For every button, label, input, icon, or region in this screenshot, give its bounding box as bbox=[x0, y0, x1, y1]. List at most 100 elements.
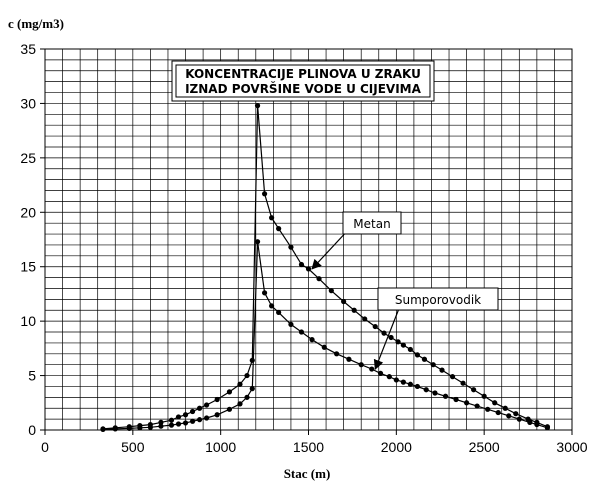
data-point-metan bbox=[269, 215, 275, 221]
x-tick-label: 0 bbox=[41, 439, 49, 455]
data-point-sumporovodik bbox=[516, 416, 522, 422]
x-tick-label: 1000 bbox=[205, 439, 236, 455]
data-point-sumporovodik bbox=[393, 377, 399, 383]
annotation-sumporovodik: Sumporovodik bbox=[373, 287, 499, 370]
data-point-sumporovodik bbox=[400, 379, 406, 385]
data-point-metan bbox=[513, 411, 519, 417]
data-point-sumporovodik bbox=[189, 418, 196, 424]
data-point-sumporovodik bbox=[527, 419, 533, 425]
data-point-sumporovodik bbox=[495, 409, 501, 416]
data-point-metan bbox=[244, 372, 250, 379]
data-point-sumporovodik bbox=[407, 381, 413, 387]
data-point-metan bbox=[305, 266, 312, 272]
annotation-metan: Metan bbox=[311, 211, 402, 270]
data-point-sumporovodik bbox=[544, 425, 551, 431]
data-point-sumporovodik bbox=[249, 386, 255, 392]
data-point-sumporovodik bbox=[158, 423, 164, 429]
data-point-metan bbox=[439, 367, 445, 373]
x-tick-label: 1500 bbox=[293, 439, 324, 455]
data-point-sumporovodik bbox=[432, 390, 438, 396]
data-point-sumporovodik bbox=[386, 374, 392, 380]
data-point-sumporovodik bbox=[244, 394, 250, 400]
title-box-outer bbox=[171, 60, 435, 102]
data-point-metan bbox=[261, 191, 268, 197]
series-layer bbox=[100, 103, 551, 433]
data-point-sumporovodik bbox=[358, 362, 364, 368]
data-point-metan bbox=[237, 381, 243, 387]
data-point-metan bbox=[400, 342, 406, 348]
data-point-metan bbox=[182, 412, 189, 418]
annotation-arrow-metan bbox=[311, 227, 351, 270]
annotation-label-metan: Metan bbox=[353, 217, 390, 231]
data-point-sumporovodik bbox=[175, 421, 182, 427]
series-metan bbox=[100, 103, 551, 432]
data-point-sumporovodik bbox=[414, 383, 421, 390]
data-point-metan bbox=[362, 316, 368, 322]
data-point-sumporovodik bbox=[269, 303, 275, 309]
y-tick-label: 0 bbox=[28, 422, 36, 438]
data-point-metan bbox=[460, 380, 466, 386]
data-point-metan bbox=[214, 396, 220, 403]
data-point-sumporovodik bbox=[474, 403, 480, 409]
data-point-sumporovodik bbox=[100, 426, 106, 433]
annotation-arrow-sumporovodik bbox=[373, 305, 401, 370]
data-point-sumporovodik bbox=[464, 400, 470, 406]
data-point-metan bbox=[351, 307, 357, 313]
data-point-metan bbox=[254, 103, 261, 109]
y-tick-label: 15 bbox=[20, 259, 36, 275]
y-tick-label: 30 bbox=[20, 95, 36, 111]
data-point-sumporovodik bbox=[485, 406, 491, 412]
title-box-inner bbox=[175, 64, 431, 98]
data-point-metan bbox=[421, 356, 428, 362]
data-point-sumporovodik bbox=[214, 412, 220, 418]
y-tick-label: 25 bbox=[20, 150, 36, 166]
data-point-metan bbox=[388, 334, 394, 341]
chart-title-box: KONCENTRACIJE PLINOVA U ZRAKU IZNAD POVR… bbox=[171, 60, 435, 102]
data-point-sumporovodik bbox=[112, 426, 118, 432]
data-point-metan bbox=[414, 352, 421, 358]
data-point-metan bbox=[372, 323, 378, 330]
data-point-metan bbox=[449, 374, 456, 380]
data-point-sumporovodik bbox=[369, 366, 375, 372]
chart-title-line-1: KONCENTRACIJE PLINOVA U ZRAKU bbox=[185, 67, 421, 81]
data-point-sumporovodik bbox=[147, 424, 153, 430]
data-point-sumporovodik bbox=[254, 239, 261, 245]
x-axis-title: Stac (m) bbox=[284, 466, 331, 481]
data-point-metan bbox=[492, 400, 498, 406]
y-tick-label: 5 bbox=[28, 368, 36, 384]
data-point-metan bbox=[328, 288, 334, 294]
data-point-metan bbox=[204, 402, 210, 408]
grid-layer bbox=[45, 49, 572, 430]
data-point-sumporovodik bbox=[204, 415, 210, 421]
data-point-metan bbox=[381, 330, 387, 336]
data-point-sumporovodik bbox=[346, 356, 352, 362]
x-tick-label: 2000 bbox=[381, 439, 412, 455]
data-point-sumporovodik bbox=[126, 425, 132, 431]
annotation-label-sumporovodik: Sumporovodik bbox=[395, 293, 481, 307]
data-point-metan bbox=[481, 393, 487, 399]
x-tick-label: 2500 bbox=[469, 439, 500, 455]
data-point-sumporovodik bbox=[442, 393, 449, 399]
data-point-metan bbox=[196, 405, 203, 411]
y-tick-label: 20 bbox=[20, 204, 36, 220]
data-point-sumporovodik bbox=[237, 401, 243, 407]
data-point-metan bbox=[168, 417, 175, 423]
data-point-metan bbox=[471, 387, 477, 393]
data-point-metan bbox=[249, 357, 255, 363]
y-tick-label: 10 bbox=[20, 313, 36, 329]
ticks-layer: 0 500 1000 1500 2000 2500 3000 0 5 10 15 20 25 30 35 bbox=[20, 41, 587, 455]
data-point-sumporovodik bbox=[309, 337, 315, 343]
data-point-sumporovodik bbox=[298, 329, 305, 335]
data-point-sumporovodik bbox=[276, 309, 282, 316]
data-point-sumporovodik bbox=[423, 387, 429, 393]
data-point-sumporovodik bbox=[377, 370, 384, 376]
y-axis-title: c (mg/m3) bbox=[8, 16, 64, 31]
data-point-metan bbox=[298, 261, 305, 268]
data-point-metan bbox=[189, 408, 196, 415]
y-tick-label: 35 bbox=[20, 41, 36, 57]
data-point-sumporovodik bbox=[261, 290, 268, 296]
chart-title-line-2: IZNAD POVRŠINE VODE U CIJEVIMA bbox=[185, 81, 422, 96]
data-point-metan bbox=[395, 339, 401, 345]
data-point-sumporovodik bbox=[334, 351, 340, 357]
data-point-metan bbox=[276, 226, 282, 232]
